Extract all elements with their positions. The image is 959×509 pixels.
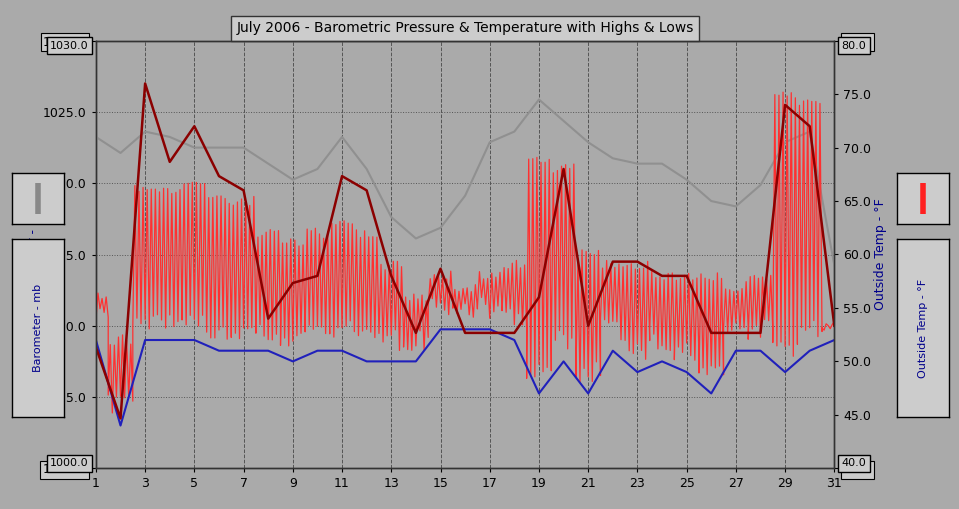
Text: Barometer - mb: Barometer - mb: [33, 284, 43, 373]
Y-axis label: Barometer - mb: Barometer - mb: [27, 205, 40, 304]
Text: 1030.0: 1030.0: [50, 41, 88, 51]
Text: 80.0: 80.0: [842, 41, 867, 51]
Title: July 2006 - Barometric Pressure & Temperature with Highs & Lows: July 2006 - Barometric Pressure & Temper…: [237, 21, 693, 36]
Text: Outside Temp - °F: Outside Temp - °F: [918, 279, 928, 378]
Text: 1000.0: 1000.0: [50, 458, 88, 468]
Text: 40.0: 40.0: [842, 458, 867, 468]
Y-axis label: Outside Temp - °F: Outside Temp - °F: [875, 199, 887, 310]
